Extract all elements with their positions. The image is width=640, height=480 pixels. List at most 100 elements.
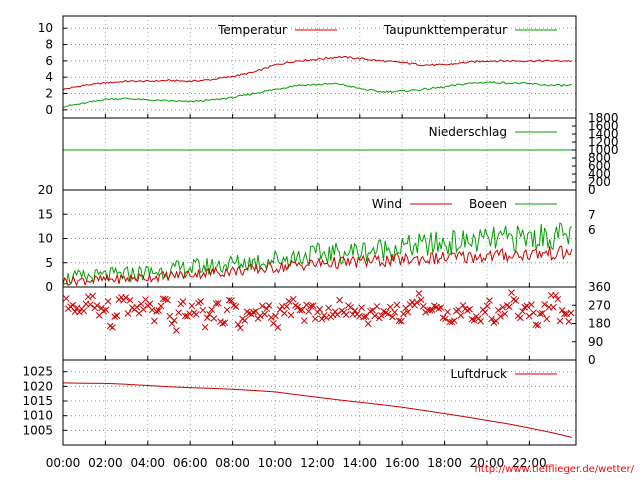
wind-direction-point <box>318 315 326 323</box>
wind-direction-point <box>397 317 405 325</box>
wind-direction-point <box>214 299 222 307</box>
wind-direction-point <box>508 289 515 296</box>
wind-direction-point <box>523 302 531 310</box>
wind-tick-label: 15 <box>38 207 53 221</box>
pressure-tick-label: 1010 <box>22 409 53 423</box>
wind-direction-point <box>289 295 297 303</box>
wind-direction-point <box>565 318 573 325</box>
wind-direction-point <box>109 324 116 331</box>
wind-direction-point <box>364 320 372 328</box>
wind-direction-point <box>111 313 119 320</box>
wind-direction-point <box>483 302 491 310</box>
x-tick-label: 22:00 <box>512 456 547 470</box>
wind-direction-point <box>528 301 535 308</box>
wind-direction-point <box>450 317 458 325</box>
wind-direction-point <box>499 303 507 311</box>
wind-direction-point <box>212 300 220 307</box>
wind-direction-point <box>261 310 268 318</box>
wind-direction-point <box>62 295 70 302</box>
wind-direction-point <box>245 310 253 317</box>
x-tick-label: 04:00 <box>130 456 165 470</box>
wind-direction-point <box>497 313 504 320</box>
wind-direction-point <box>477 317 485 325</box>
wind-direction-point <box>203 314 211 322</box>
x-tick-label: 14:00 <box>342 456 377 470</box>
wind-direction-point <box>395 317 403 325</box>
wind-direction-point <box>192 310 200 318</box>
wind-direction-point <box>274 324 282 331</box>
wind-direction-point <box>457 312 465 319</box>
wind-tick-label: 5 <box>45 256 53 270</box>
pressure-tick-label: 1005 <box>22 423 53 437</box>
wind-direction-point <box>102 306 110 314</box>
x-tick-label: 02:00 <box>88 456 123 470</box>
wind-direction-point <box>175 309 182 316</box>
wind-direction-point <box>351 307 359 314</box>
wind-direction-point <box>494 306 502 314</box>
wind-direction-point <box>325 304 332 312</box>
wind-direction-point <box>505 303 513 311</box>
pressure-tick-label: 1015 <box>22 394 53 408</box>
wind-direction-point <box>263 305 271 313</box>
wind-direction-point <box>444 308 451 316</box>
wind-direction-point <box>470 316 478 324</box>
wind-direction-point <box>153 307 160 315</box>
temperature-tick-label: 2 <box>45 87 53 101</box>
wind-direction-point <box>488 315 496 323</box>
wind-direction-point <box>208 306 216 313</box>
wind-direction-point <box>69 301 77 309</box>
wind-direction-point <box>400 310 407 318</box>
wind-direction-point <box>305 307 313 315</box>
wind-direction-point <box>466 305 473 313</box>
wind-direction-point <box>210 315 218 322</box>
wind-direction-point <box>87 301 94 308</box>
wind-direction-point <box>223 306 231 314</box>
wind-direction-point <box>283 303 290 310</box>
wind-direction-point <box>393 301 401 309</box>
wind-direction-point <box>122 294 130 302</box>
wind-direction-point <box>378 312 385 319</box>
dewpoint-series-line <box>62 80 572 108</box>
wind-direction-point <box>347 303 354 311</box>
wind-direction-point <box>439 314 447 322</box>
wind-direction-point <box>173 327 180 334</box>
wind-direction-point <box>148 306 156 314</box>
wind-direction-point <box>543 315 551 323</box>
wind-direction-point <box>486 297 493 304</box>
wind-direction-point <box>371 312 379 320</box>
wind-direction-point <box>539 309 546 317</box>
wind-direction-point <box>391 308 399 316</box>
wind-direction-point <box>512 297 520 305</box>
wind-tick-label: 0 <box>45 280 53 294</box>
wind-direction-point <box>501 310 509 318</box>
wind-direction-point <box>232 303 240 310</box>
wind-direction-point <box>415 290 423 297</box>
legend-label: Taupunkttemperatur <box>383 23 507 37</box>
legend-label: Wind <box>372 197 402 211</box>
wind-direction-point <box>201 323 209 331</box>
wind-direction-point <box>250 308 257 316</box>
wind-right-label: 6 <box>588 223 596 237</box>
wind-direction-point <box>386 303 394 311</box>
wind-direction-point <box>556 317 564 325</box>
wind-direction-point <box>104 298 112 305</box>
x-tick-label: 18:00 <box>427 456 462 470</box>
wind-direction-point <box>550 303 557 311</box>
wind-direction-point <box>272 312 279 320</box>
wind-direction-point <box>530 309 537 316</box>
wind-direction-point <box>157 302 165 310</box>
wind-direction-point <box>179 298 187 305</box>
gust-series-line <box>62 222 573 286</box>
wind-direction-point <box>316 306 324 313</box>
wind-direction-point <box>311 315 319 323</box>
wind-direction-point <box>126 296 134 304</box>
temperature-tick-label: 10 <box>38 21 53 35</box>
wind-direction-point <box>389 313 396 321</box>
wind-direction-point <box>567 309 575 317</box>
wind-direction-point <box>303 301 310 309</box>
wind-direction-point <box>234 321 242 328</box>
footer-link[interactable]: http://www.tiefflieger.de/wetter/ <box>474 464 634 475</box>
direction-tick-label: 270 <box>588 298 611 312</box>
direction-tick-label: 0 <box>588 353 596 367</box>
